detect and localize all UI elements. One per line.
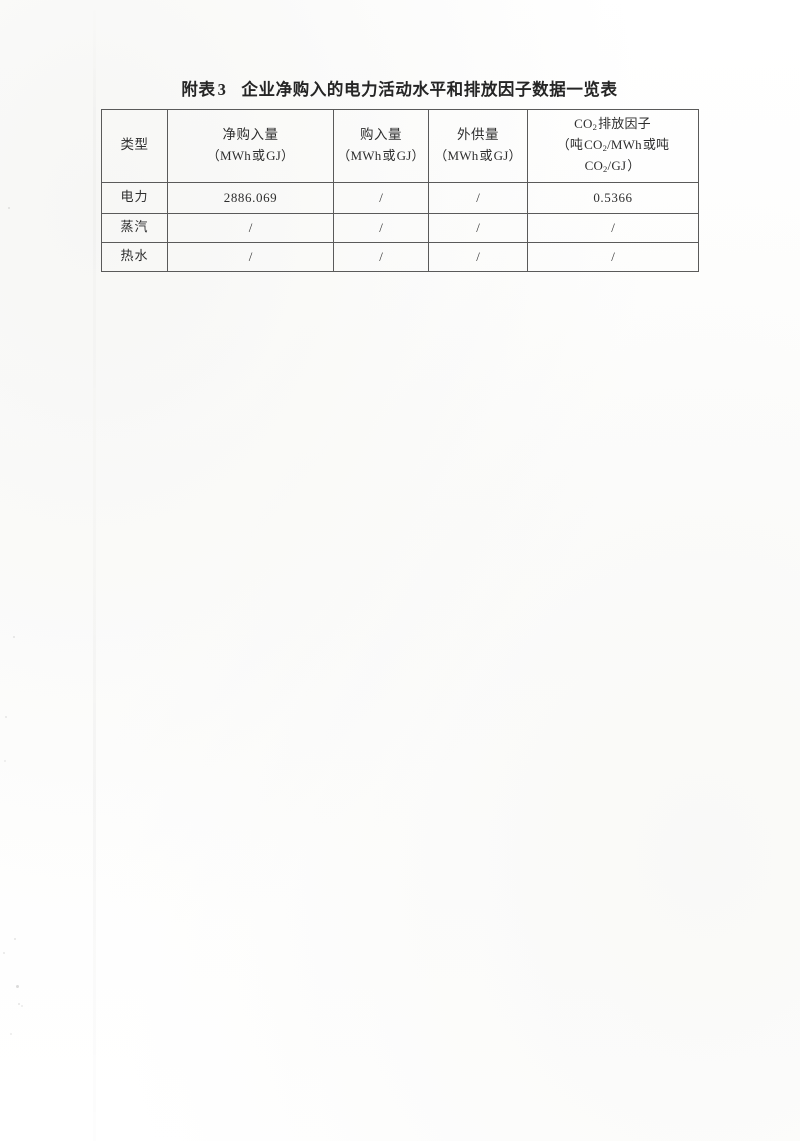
title-text: 企业净购入的电力活动水平和排放因子数据一览表	[241, 80, 618, 99]
scan-speck	[14, 938, 16, 940]
scan-speck	[5, 716, 7, 718]
cell-electricity-purchase: /	[333, 181, 429, 214]
scan-speck	[10, 1033, 12, 1035]
column-header-net-purchase: 净购入量 （MWh或GJ）	[167, 108, 334, 183]
electricity-activity-data-table: 类型 净购入量 （MWh或GJ） 购入量 （MWh或GJ） 外供量 （MWh或G…	[101, 108, 699, 272]
scan-speck	[13, 636, 15, 638]
table-header: 类型 净购入量 （MWh或GJ） 购入量 （MWh或GJ） 外供量 （MWh或G…	[101, 108, 699, 183]
scan-speck	[8, 207, 10, 209]
column-header-output-label: 外供量	[457, 126, 499, 143]
column-header-net-purchase-unit: （MWh或GJ）	[206, 147, 295, 164]
scan-speck	[21, 1005, 23, 1007]
cell-steam-factor: /	[527, 212, 699, 243]
scan-speck	[3, 952, 5, 954]
column-header-output-unit: （MWh或GJ）	[434, 147, 522, 164]
column-header-emission-factor-label: CO2排放因子	[574, 116, 651, 133]
cell-hot-water-output: /	[428, 241, 528, 272]
column-header-type-label: 类型	[120, 137, 149, 154]
cell-steam-output: /	[428, 212, 528, 243]
cell-steam-net-purchase: /	[167, 212, 334, 243]
cell-electricity-factor: 0.5366	[527, 181, 699, 214]
page-title: 附表 3 企业净购入的电力活动水平和排放因子数据一览表	[101, 78, 698, 103]
column-header-net-purchase-label: 净购入量	[222, 126, 279, 143]
cell-steam-purchase: /	[333, 212, 429, 243]
cell-hot-water-factor: /	[527, 241, 699, 272]
document-content: 附表 3 企业净购入的电力活动水平和排放因子数据一览表 类型 净购入量 （MWh或G…	[101, 78, 699, 272]
scan-speck	[4, 760, 6, 762]
column-header-purchase-label: 购入量	[360, 126, 402, 143]
table-row: 蒸汽 / / / /	[101, 212, 699, 243]
cell-hot-water-purchase: /	[333, 241, 429, 272]
row-type-electricity: 电力	[101, 181, 168, 214]
column-header-type: 类型	[101, 108, 168, 183]
column-header-purchase-unit: （MWh或GJ）	[337, 147, 425, 164]
row-type-steam: 蒸汽	[101, 212, 168, 243]
column-header-emission-factor-unit-line1: （吨CO2/MWh或吨	[556, 137, 670, 154]
scan-speck	[18, 1003, 20, 1005]
table-row: 电力 2886.069 / / 0.5366	[101, 181, 699, 214]
scan-speck	[16, 985, 19, 988]
title-prefix: 附表	[181, 80, 216, 99]
column-header-emission-factor-unit-line2: CO2/GJ）	[584, 158, 641, 175]
cell-electricity-output: /	[428, 181, 528, 214]
row-type-hot-water: 热水	[101, 241, 168, 272]
table-header-row: 类型 净购入量 （MWh或GJ） 购入量 （MWh或GJ） 外供量 （MWh或G…	[101, 108, 699, 183]
column-header-emission-factor: CO2排放因子 （吨CO2/MWh或吨 CO2/GJ）	[527, 108, 699, 183]
cell-hot-water-net-purchase: /	[167, 241, 334, 272]
cell-electricity-net-purchase: 2886.069	[167, 181, 334, 214]
table-body: 电力 2886.069 / / 0.5366 蒸汽 / / / / 热水 / /	[101, 181, 699, 272]
scanner-edge-band	[93, 0, 96, 1141]
table-row: 热水 / / / /	[101, 241, 699, 272]
column-header-purchase: 购入量 （MWh或GJ）	[333, 108, 429, 183]
title-number: 3	[217, 80, 227, 99]
column-header-output: 外供量 （MWh或GJ）	[428, 108, 528, 183]
